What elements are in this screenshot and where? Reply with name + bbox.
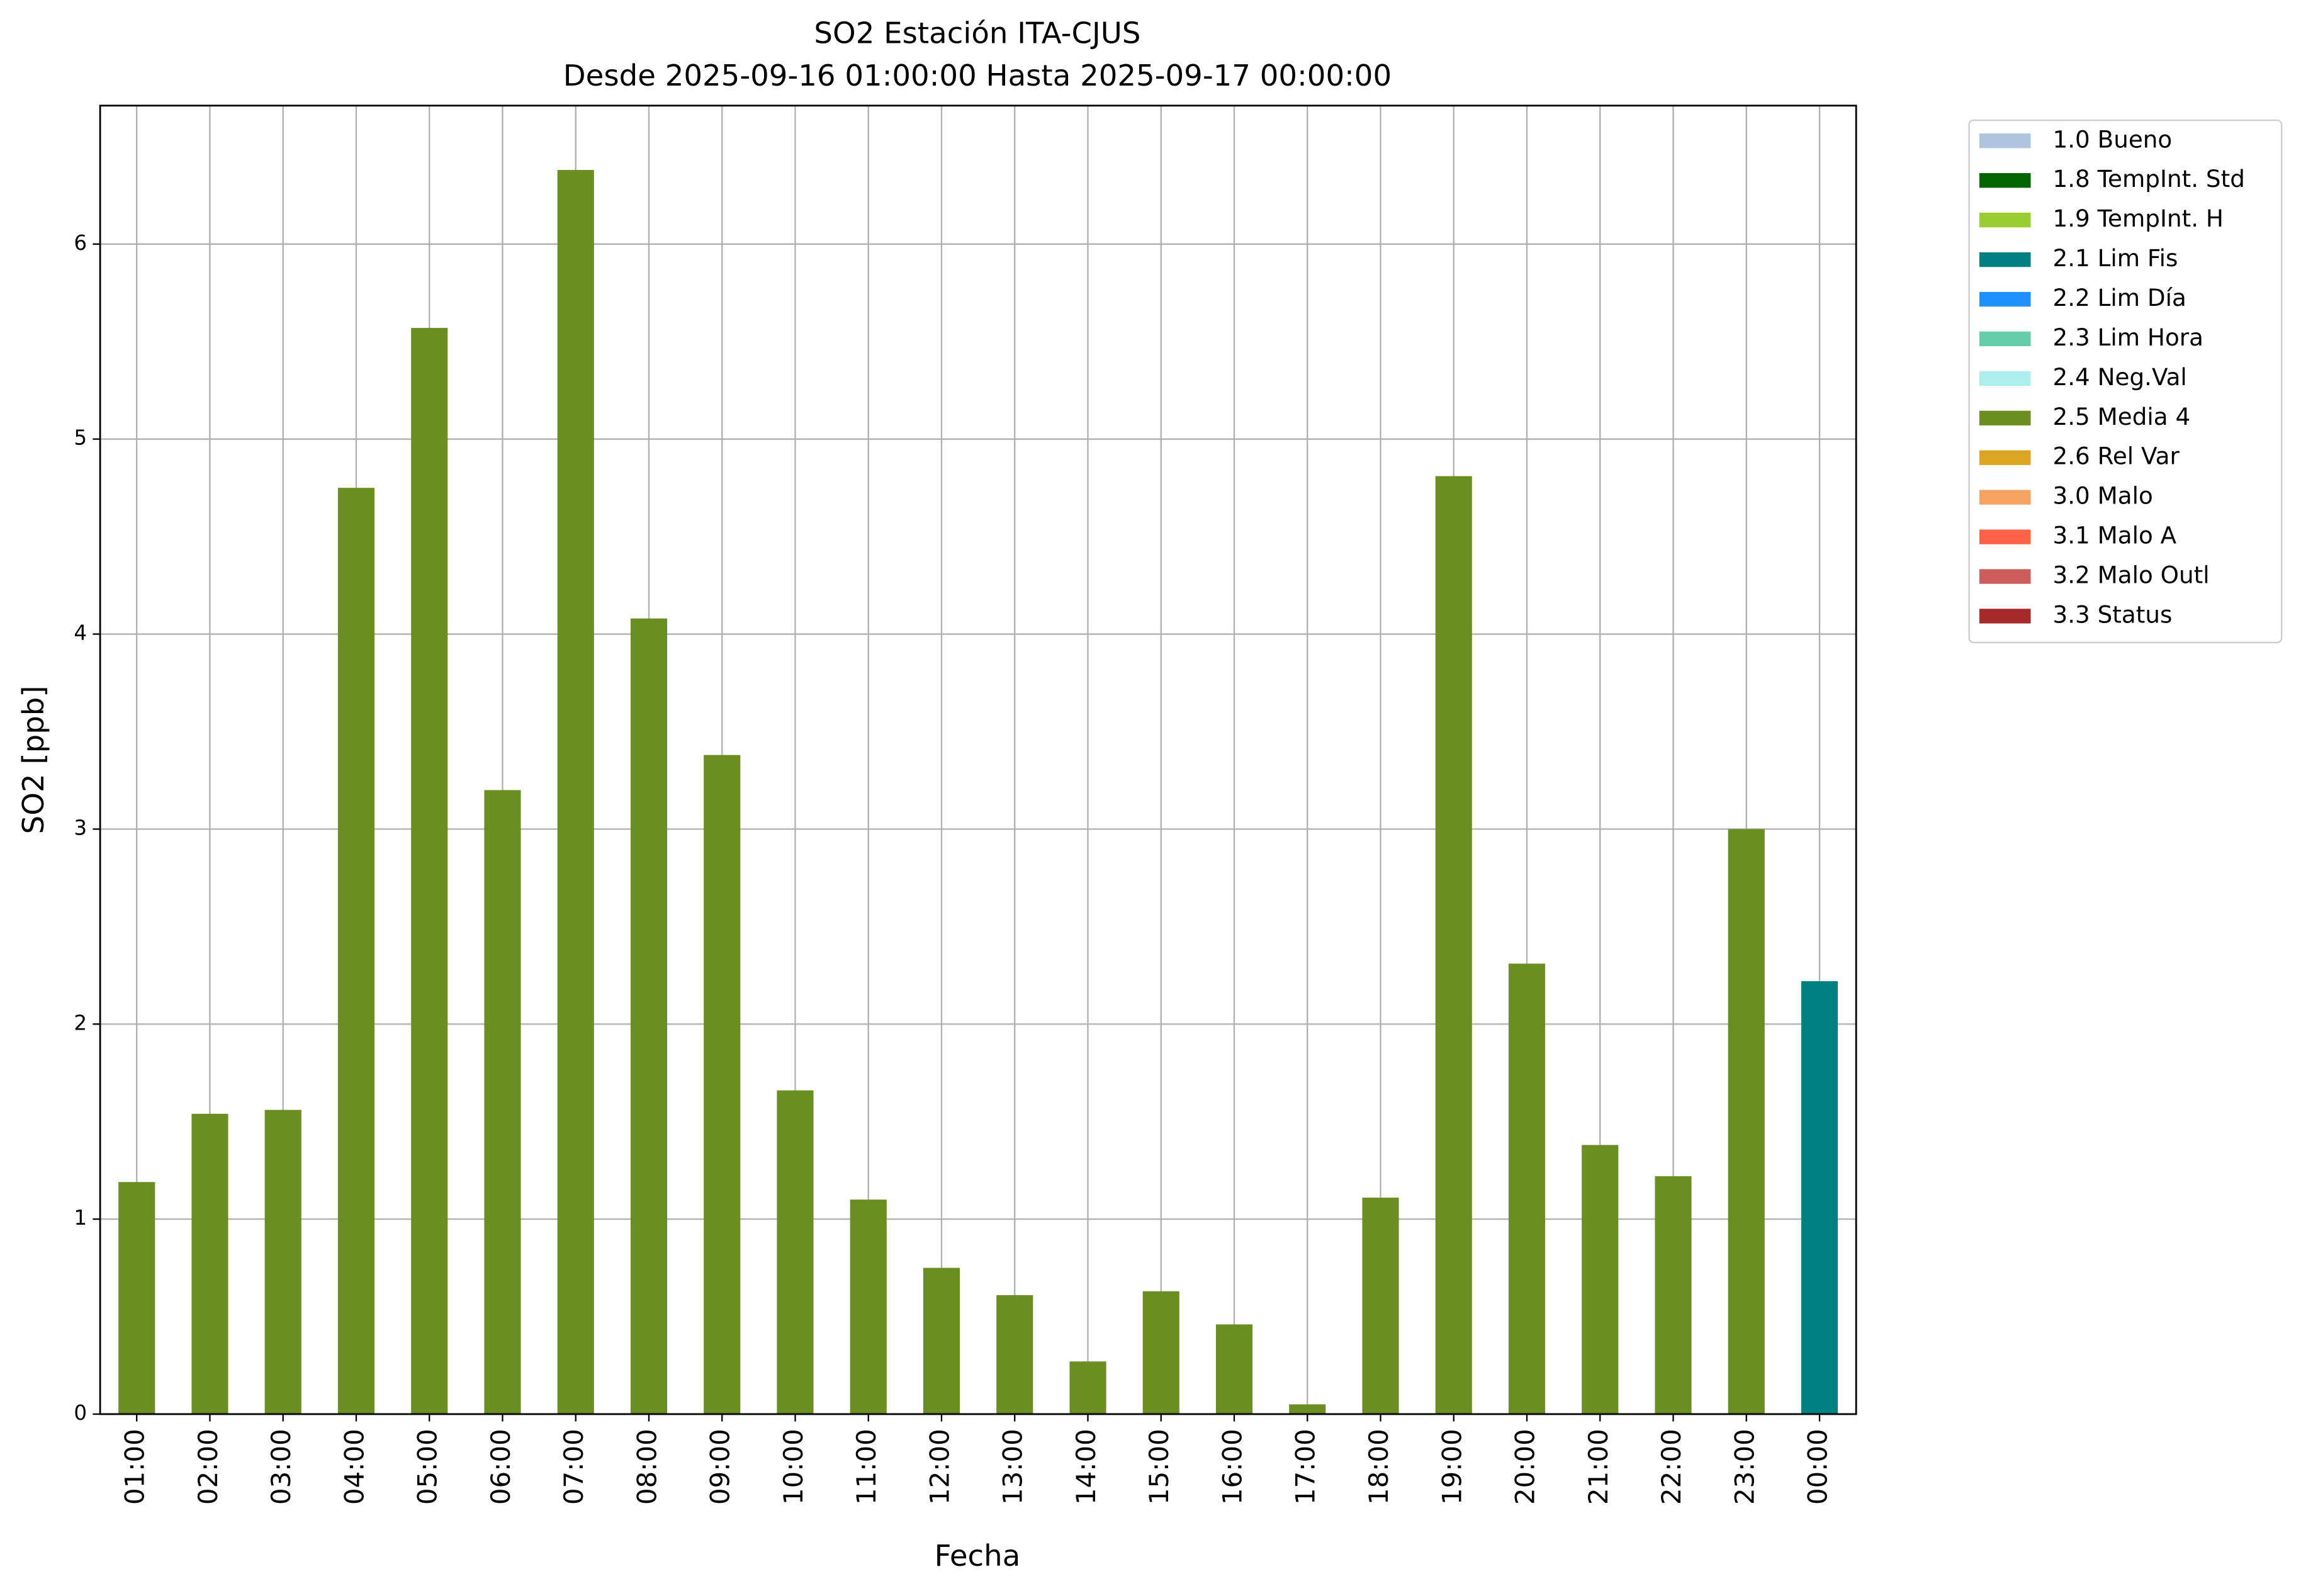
legend-swatch [1979, 252, 2031, 267]
x-tick-label: 18:00 [1363, 1429, 1394, 1505]
bar [704, 755, 741, 1414]
x-axis-label: Fecha [935, 1539, 1021, 1573]
bar [484, 790, 521, 1414]
legend-label: 1.0 Bueno [2052, 125, 2172, 153]
legend-label: 1.8 TempInt. Std [2052, 165, 2244, 193]
y-tick-label: 5 [74, 426, 87, 450]
x-tick-label: 08:00 [631, 1429, 662, 1505]
x-tick-label: 12:00 [924, 1429, 955, 1505]
bar [411, 328, 448, 1414]
x-tick-label: 10:00 [778, 1429, 809, 1505]
bar [557, 170, 594, 1414]
x-tick-label: 07:00 [558, 1429, 589, 1505]
y-axis-label: SO2 [ppb] [16, 685, 50, 834]
legend-label: 1.9 TempInt. H [2052, 205, 2223, 232]
legend-swatch [1979, 331, 2031, 347]
legend-swatch [1979, 450, 2031, 465]
x-tick-label: 17:00 [1290, 1429, 1321, 1505]
legend-swatch [1979, 291, 2031, 307]
bar [1142, 1291, 1179, 1414]
x-tick-label: 16:00 [1217, 1429, 1248, 1505]
bars [118, 170, 1838, 1414]
legend-swatch [1979, 133, 2031, 149]
legend-swatch [1979, 173, 2031, 188]
legend-label: 3.2 Malo Outl [2052, 561, 2209, 589]
legend-label: 2.3 Lim Hora [2052, 323, 2203, 351]
bar [1435, 476, 1472, 1414]
bar [777, 1090, 814, 1414]
x-tick-label: 13:00 [998, 1429, 1028, 1505]
x-tick-label: 03:00 [266, 1429, 296, 1505]
legend-box [1968, 119, 2283, 644]
x-tick-label: 02:00 [193, 1429, 223, 1505]
y-tick-label: 0 [74, 1401, 87, 1425]
x-tick-label: 09:00 [705, 1429, 736, 1505]
legend-label: 2.5 Media 4 [2052, 403, 2190, 430]
bar [118, 1182, 155, 1414]
y-tick-label: 1 [74, 1206, 87, 1230]
y-tick-label: 2 [74, 1011, 87, 1035]
y-tick-label: 6 [74, 231, 87, 255]
x-tick-label: 11:00 [851, 1429, 882, 1505]
legend-swatch [1979, 212, 2031, 228]
bar [1215, 1324, 1253, 1414]
legend-label: 3.3 Status [2052, 600, 2172, 628]
bar [337, 488, 375, 1414]
x-tick-label: 21:00 [1583, 1429, 1614, 1505]
chart-title: SO2 Estación ITA-CJUS [814, 16, 1140, 50]
legend-label: 2.1 Lim Fis [2052, 244, 2178, 272]
x-tick-label: 14:00 [1071, 1429, 1101, 1505]
bar [264, 1110, 301, 1414]
bar [850, 1200, 887, 1414]
legend-swatch [1979, 490, 2031, 505]
plot-frame [99, 104, 1857, 1415]
x-tick-label: 01:00 [120, 1429, 150, 1505]
legend-swatch [1979, 410, 2031, 425]
y-tick-label: 4 [74, 621, 87, 645]
x-tick-label: 22:00 [1656, 1429, 1687, 1505]
bar [1508, 964, 1546, 1414]
bar [630, 618, 668, 1414]
x-tick-label: 15:00 [1144, 1429, 1174, 1505]
bar [1728, 829, 1765, 1414]
bar [1801, 981, 1838, 1414]
legend-swatch [1979, 569, 2031, 584]
legend-label: 2.6 Rel Var [2052, 442, 2180, 470]
x-tick-label: 20:00 [1510, 1429, 1541, 1505]
x-tick-label: 06:00 [485, 1429, 516, 1505]
x-tick-label: 23:00 [1729, 1429, 1760, 1505]
x-tick-label: 19:00 [1436, 1429, 1467, 1505]
bar [996, 1295, 1033, 1414]
x-tick-label: 04:00 [339, 1429, 369, 1505]
legend-swatch [1979, 529, 2031, 544]
x-tick-label: 00:00 [1803, 1429, 1833, 1505]
legend-swatch [1979, 609, 2031, 624]
bar [1289, 1404, 1326, 1414]
y-tick-label: 3 [74, 816, 87, 840]
x-tick-label: 05:00 [412, 1429, 443, 1505]
bar [1582, 1145, 1619, 1414]
legend-label: 3.0 Malo [2052, 482, 2152, 510]
legend-label: 2.2 Lim Día [2052, 284, 2186, 312]
bar [191, 1113, 228, 1414]
legend-label: 2.4 Neg.Val [2052, 363, 2186, 391]
bar [1655, 1176, 1692, 1414]
legend-label: 3.1 Malo A [2052, 522, 2176, 549]
bar [1362, 1198, 1399, 1414]
legend-swatch [1979, 371, 2031, 386]
chart-subtitle: Desde 2025-09-16 01:00:00 Hasta 2025-09-… [563, 59, 1392, 93]
bar [923, 1267, 960, 1414]
bar [1069, 1361, 1106, 1414]
